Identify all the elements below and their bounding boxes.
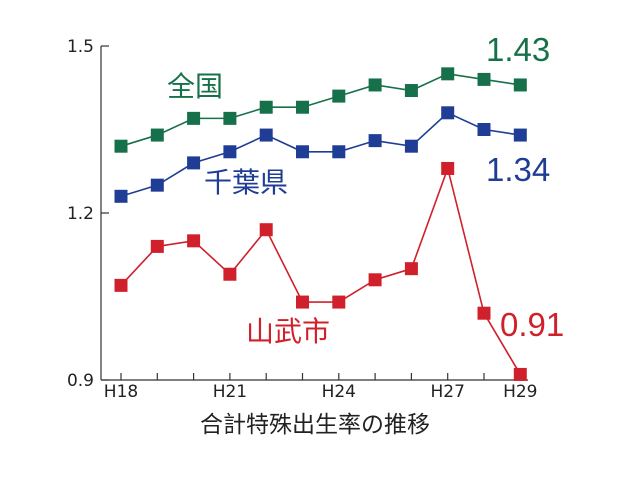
x-tick-label: H27: [430, 382, 464, 402]
series-line: [120, 111, 521, 198]
x-tick-label: H18: [104, 382, 138, 402]
x-tick-label: H21: [213, 382, 247, 402]
data-point: [368, 134, 382, 148]
data-point: [441, 67, 455, 81]
series-1: 全国 1.43: [114, 31, 550, 153]
data-point: [332, 89, 346, 103]
data-point: [368, 78, 382, 92]
data-point: [404, 84, 418, 98]
data-point: [477, 72, 491, 86]
data-point: [368, 273, 382, 287]
x-tick-label: H24: [322, 382, 356, 402]
data-point: [404, 262, 418, 276]
data-point: [223, 267, 237, 281]
y-tick-label: 0.9: [67, 371, 94, 391]
series-end-value-label: 1.43: [486, 31, 550, 68]
data-point: [187, 234, 201, 248]
series-2: 千葉県 1.34: [114, 106, 550, 203]
data-point: [404, 139, 418, 153]
data-point: [332, 295, 346, 309]
data-point: [187, 111, 201, 125]
series-3: 山武市 0.91: [114, 161, 564, 381]
data-point: [477, 306, 491, 320]
series-end-value-label: 1.34: [486, 151, 550, 188]
data-point: [477, 123, 491, 136]
series-group: 全国 1.43 千葉県 1.34 山武市 0.91: [114, 31, 564, 381]
data-point: [259, 100, 273, 114]
data-point: [150, 178, 164, 192]
y-tick-label: 1.2: [67, 204, 94, 224]
data-point: [150, 239, 164, 253]
data-point: [513, 78, 527, 92]
data-point: [114, 139, 128, 153]
data-point: [259, 223, 273, 237]
data-point: [441, 106, 455, 120]
data-point: [150, 128, 164, 142]
data-point: [296, 295, 309, 309]
data-point: [441, 161, 455, 175]
data-point: [259, 128, 273, 142]
data-point: [513, 367, 527, 381]
data-point: [223, 111, 237, 125]
series-end-value-label: 0.91: [500, 306, 564, 343]
y-tick-label: 1.5: [67, 37, 94, 57]
data-point: [332, 145, 346, 159]
series-name-label: 千葉県: [204, 166, 288, 199]
data-point: [114, 278, 128, 292]
series-name-label: 全国: [167, 70, 223, 103]
x-tick-label: H29: [503, 382, 537, 402]
data-point: [513, 128, 527, 142]
data-point: [296, 100, 309, 114]
data-point: [114, 189, 128, 203]
series-name-label: 山武市: [246, 315, 330, 348]
data-point: [223, 145, 237, 159]
data-point: [187, 156, 201, 170]
ticks: 1.5 1.2 0.9 H18 H21 H24 H27 H29: [67, 37, 538, 402]
x-axis-title: 合計特殊出生率の推移: [200, 412, 430, 438]
data-point: [296, 145, 309, 159]
